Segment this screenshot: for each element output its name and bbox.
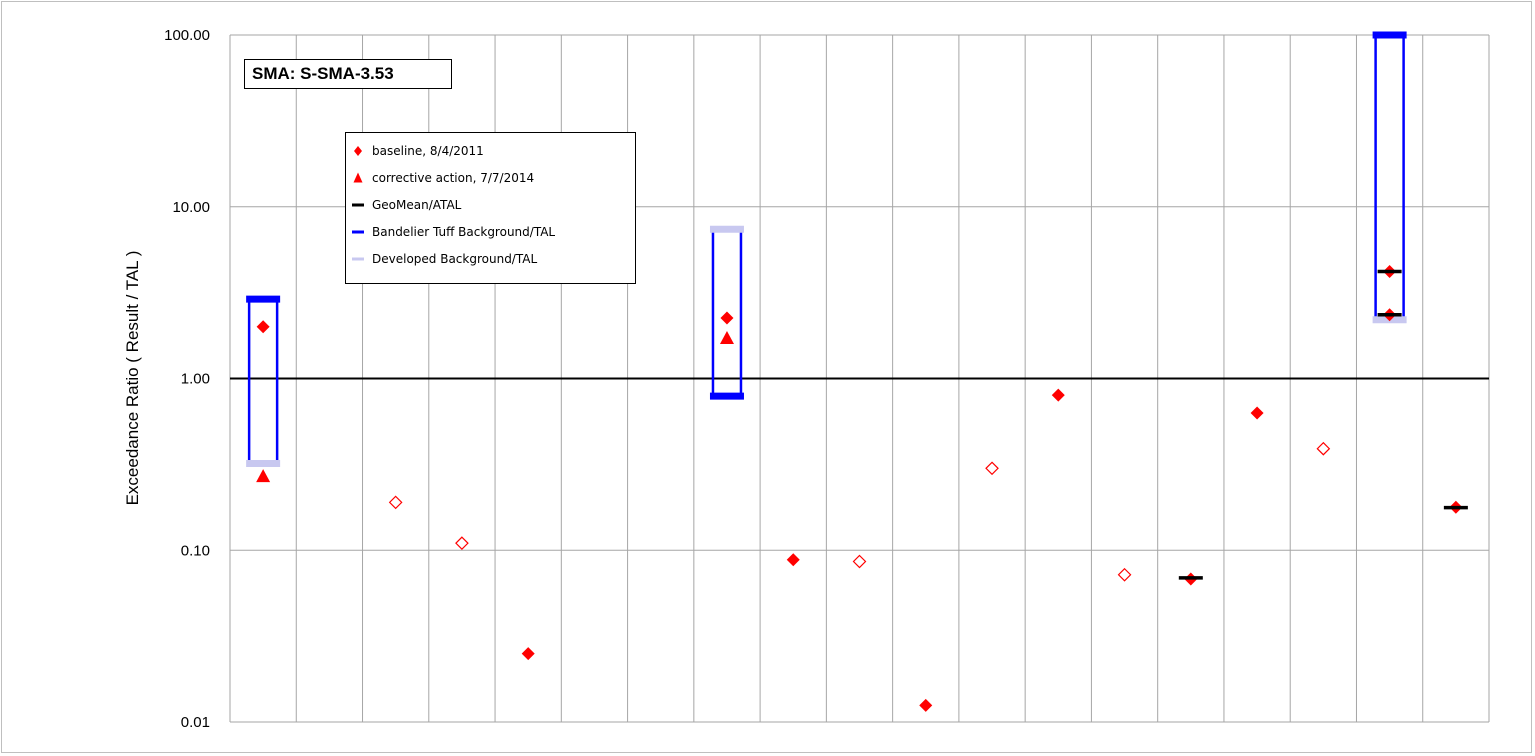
baseline-nondetect-point	[455, 536, 469, 550]
baseline-diamond-icon	[346, 141, 372, 161]
legend-label: baseline, 8/4/2011	[372, 144, 484, 158]
legend-label: GeoMean/ATAL	[372, 198, 462, 212]
baseline-point	[919, 698, 933, 712]
legend-label: Developed Background/TAL	[372, 252, 538, 266]
corrective-action-point	[256, 469, 271, 483]
legend-item-baseline: baseline, 8/4/2011	[346, 141, 635, 161]
y-tick-label: 1.00	[181, 371, 210, 388]
data-markers	[256, 264, 1468, 712]
legend-item-geomean: GeoMean/ATAL	[346, 195, 635, 215]
y-tick-label: 100.00	[164, 27, 210, 44]
baseline-point	[1250, 406, 1264, 420]
baseline-nondetect-point	[388, 495, 403, 510]
legend-item-corrective-action: corrective action, 7/7/2014	[346, 168, 635, 188]
baseline-point	[786, 553, 800, 567]
legend-item-bandelier: Bandelier Tuff Background/TAL	[346, 222, 635, 242]
y-axis-label: Exceedance Ratio ( Result / TAL )	[123, 251, 142, 506]
baseline-nondetect-point	[985, 461, 999, 476]
baseline-nondetect-point	[852, 554, 867, 569]
sma-annotation: SMA: S-SMA-3.53	[244, 59, 452, 89]
y-tick-label: 0.01	[181, 714, 210, 731]
baseline-nondetect-point	[1117, 567, 1132, 582]
geomean-dash-icon	[346, 195, 372, 215]
legend: baseline, 8/4/2011 corrective action, 7/…	[345, 132, 636, 284]
legend-label: Bandelier Tuff Background/TAL	[372, 225, 556, 239]
baseline-point	[256, 320, 270, 334]
corrective-triangle-icon	[346, 168, 372, 188]
legend-item-developed: Developed Background/TAL	[346, 249, 635, 269]
y-tick-label: 10.00	[172, 199, 210, 216]
baseline-nondetect-point	[1316, 441, 1331, 456]
y-axis: 0.01 0.10 1.00 10.00 100.00	[164, 27, 210, 731]
baseline-point	[720, 311, 734, 325]
baseline-point	[1051, 388, 1065, 402]
y-tick-label: 0.10	[181, 542, 210, 559]
corrective-action-point	[719, 331, 734, 345]
developed-dash-icon	[346, 249, 372, 269]
baseline-point	[521, 647, 535, 661]
bandelier-dash-icon	[346, 222, 372, 242]
legend-label: corrective action, 7/7/2014	[372, 171, 535, 185]
